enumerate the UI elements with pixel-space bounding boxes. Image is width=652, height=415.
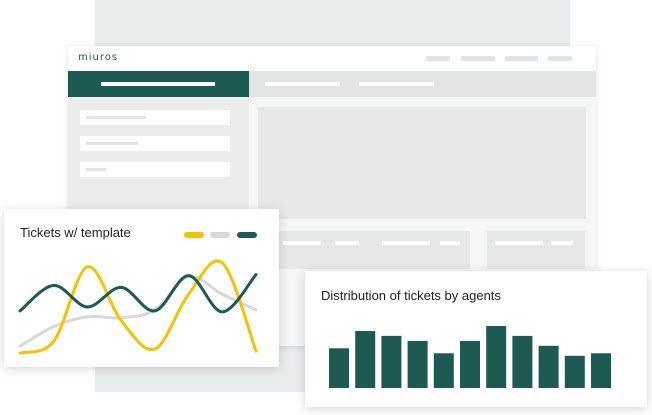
bar bbox=[433, 353, 454, 388]
tab-placeholder[interactable] bbox=[359, 82, 434, 86]
series-line bbox=[18, 259, 258, 355]
sidebar-field[interactable] bbox=[80, 110, 230, 125]
bar-chart bbox=[329, 326, 611, 388]
sidebar-header[interactable] bbox=[68, 71, 249, 97]
line-chart bbox=[18, 259, 258, 355]
bar bbox=[538, 345, 559, 388]
summary-card-placeholder bbox=[372, 231, 470, 269]
series-line bbox=[18, 274, 258, 348]
sidebar-field[interactable] bbox=[80, 136, 230, 151]
tab-placeholder[interactable] bbox=[265, 82, 340, 86]
app-window-mockup: miuros bbox=[68, 46, 596, 346]
bar bbox=[486, 326, 507, 388]
app-topbar: miuros bbox=[68, 46, 596, 71]
sidebar-header-label-placeholder bbox=[101, 82, 215, 86]
nav-link-placeholder[interactable] bbox=[505, 56, 538, 61]
nav-link-placeholder[interactable] bbox=[461, 56, 495, 61]
sidebar-field[interactable] bbox=[80, 162, 230, 177]
bar bbox=[329, 348, 349, 388]
nav-link-placeholder[interactable] bbox=[548, 56, 572, 61]
summary-card-placeholder bbox=[487, 231, 585, 269]
legend-swatch bbox=[210, 232, 230, 238]
nav-link-placeholder[interactable] bbox=[426, 56, 450, 61]
series-line bbox=[18, 273, 258, 314]
bar bbox=[381, 335, 402, 388]
brand-logo: miuros bbox=[78, 52, 119, 63]
bar bbox=[512, 335, 533, 388]
tickets-template-chart-card: Tickets w/ template bbox=[4, 209, 279, 367]
data-table-placeholder bbox=[258, 107, 586, 219]
legend-swatch bbox=[184, 232, 204, 238]
bar bbox=[591, 353, 611, 388]
tabs-bar bbox=[249, 71, 596, 97]
bar bbox=[355, 331, 376, 388]
bar bbox=[460, 340, 480, 388]
legend-swatch bbox=[237, 232, 257, 238]
agent-distribution-chart-card: Distribution of tickets by agents bbox=[305, 271, 647, 407]
bar bbox=[407, 340, 428, 388]
chart-title: Distribution of tickets by agents bbox=[321, 288, 501, 303]
bar bbox=[564, 355, 585, 388]
chart-title: Tickets w/ template bbox=[20, 225, 131, 240]
summary-card-placeholder bbox=[275, 231, 373, 269]
